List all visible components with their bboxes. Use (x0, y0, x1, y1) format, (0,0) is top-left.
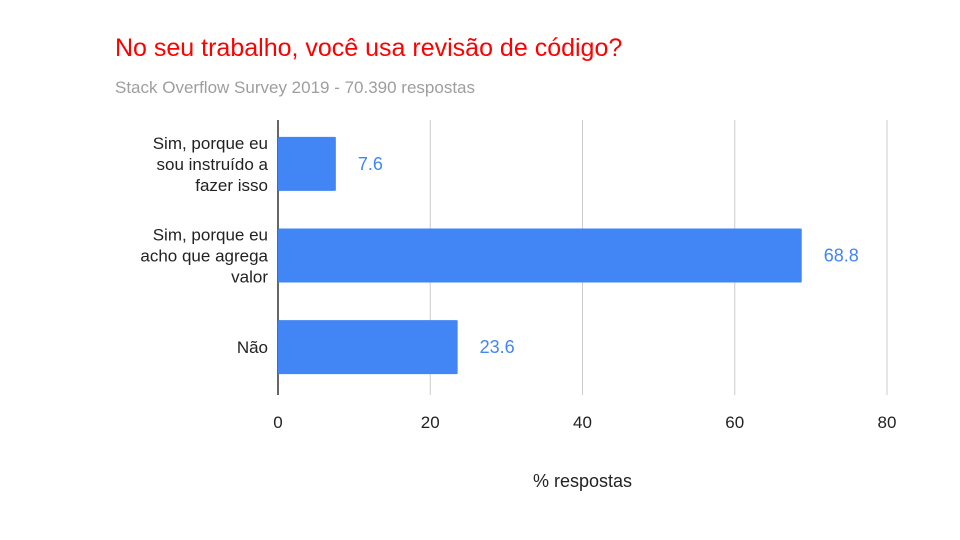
data-label: 7.6 (358, 154, 383, 174)
category-label-line: fazer isso (195, 176, 268, 195)
bar (278, 228, 802, 283)
category-label-line: Sim, porque eu (153, 226, 268, 245)
chart-subtitle: Stack Overflow Survey 2019 - 70.390 resp… (115, 78, 476, 97)
category-label: Não (237, 338, 268, 357)
chart-title: No seu trabalho, você usa revisão de cód… (115, 34, 623, 62)
data-label: 68.8 (824, 246, 859, 266)
bar (278, 320, 458, 375)
x-tick-label: 40 (573, 413, 592, 432)
bar (278, 136, 336, 191)
data-label: 23.6 (480, 337, 515, 357)
category-label-line: acho que agrega (140, 247, 268, 266)
category-label-line: Sim, porque eu (153, 134, 268, 153)
category-label-line: sou instruído a (156, 155, 268, 174)
x-tick-label: 80 (878, 413, 897, 432)
x-tick-label: 60 (725, 413, 744, 432)
category-label: Sim, porque eu acho que agrega valor (140, 226, 268, 287)
x-tick-label: 20 (421, 413, 440, 432)
category-label-line: Não (237, 338, 268, 357)
x-tick-label: 0 (273, 413, 282, 432)
x-axis-title: % respostas (533, 471, 632, 491)
category-label: Sim, porque eu sou instruído a fazer isso (153, 134, 269, 195)
category-label-line: valor (231, 268, 268, 287)
